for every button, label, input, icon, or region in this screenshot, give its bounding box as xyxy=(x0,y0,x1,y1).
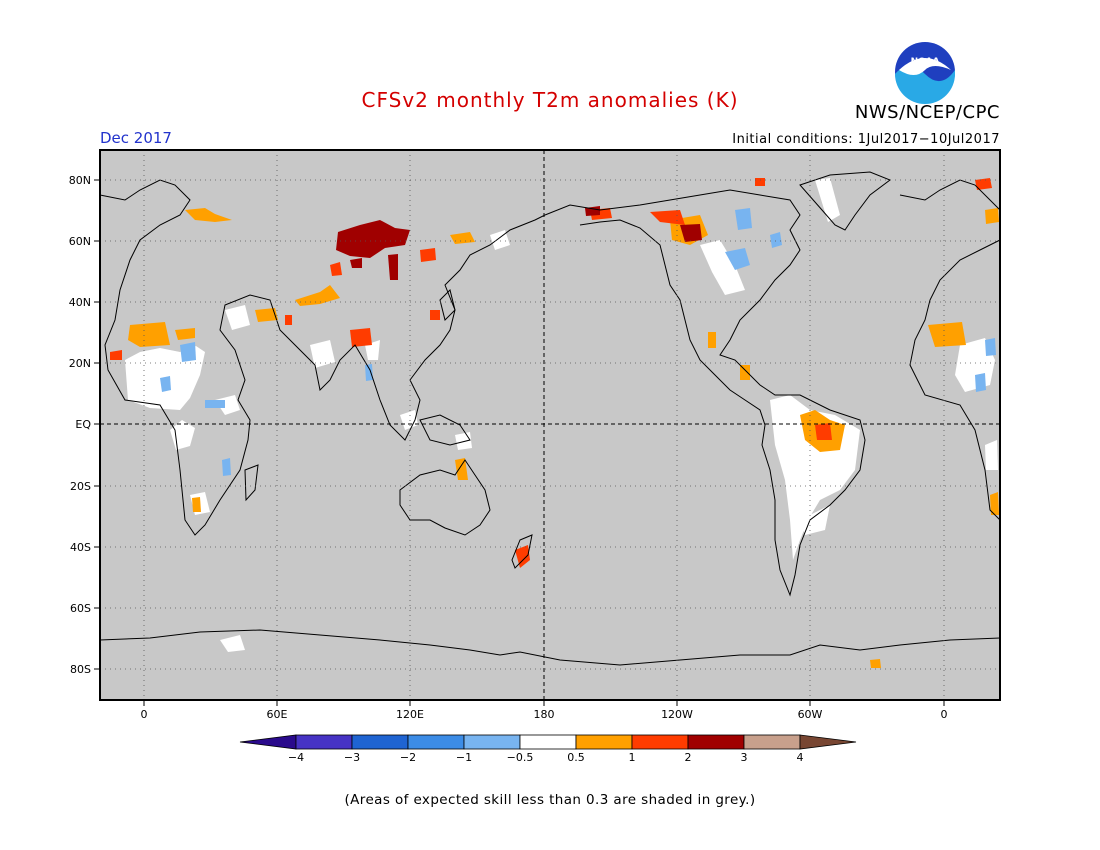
colorbar-segment xyxy=(799,734,857,750)
lon-label: 180 xyxy=(534,708,555,721)
initial-conditions: Initial conditions: 1Jul2017−10Jul2017 xyxy=(732,132,1000,147)
colorbar-segment xyxy=(575,734,633,750)
lat-label: EQ xyxy=(75,418,91,431)
lon-label: 0 xyxy=(941,708,948,721)
lon-label: 60W xyxy=(798,708,823,721)
colorbar-segment xyxy=(295,734,353,750)
map-title: CFSv2 monthly T2m anomalies (K) xyxy=(361,88,739,112)
colorbar-segment xyxy=(743,734,801,750)
anomaly-patches xyxy=(110,178,999,668)
lat-label: 40N xyxy=(69,296,91,309)
colorbar-tick-label: 3 xyxy=(741,751,748,764)
colorbar-tick-label: −4 xyxy=(288,751,304,764)
colorbar: −4 −3 −2 −1 −0.5 0.5 1 2 3 4 xyxy=(239,734,857,764)
coastlines xyxy=(99,171,1001,666)
colorbar-tick-label: −3 xyxy=(344,751,360,764)
skill-footnote: (Areas of expected skill less than 0.3 a… xyxy=(344,792,756,808)
colorbar-tick-label: −1 xyxy=(456,751,472,764)
colorbar-segment xyxy=(463,734,521,750)
colorbar-tick-label: −2 xyxy=(400,751,416,764)
lat-label: 40S xyxy=(70,541,91,554)
valid-month: Dec 2017 xyxy=(100,129,172,147)
map-frame xyxy=(99,149,1001,701)
colorbar-segment xyxy=(239,734,297,750)
lon-label: 0 xyxy=(141,708,148,721)
lat-label: 60N xyxy=(69,235,91,248)
colorbar-tick-label: 2 xyxy=(685,751,692,764)
lon-label: 60E xyxy=(267,708,288,721)
lat-label: 60S xyxy=(70,602,91,615)
colorbar-tick-label: −0.5 xyxy=(507,751,534,764)
lat-label: 80S xyxy=(70,663,91,676)
colorbar-segment xyxy=(631,734,689,750)
colorbar-tick-label: 1 xyxy=(629,751,636,764)
lat-label: 80N xyxy=(69,174,91,187)
noaa-logo-icon: NOAA xyxy=(895,42,955,104)
agency-label: NWS/NCEP/CPC xyxy=(854,102,1000,123)
map-background xyxy=(100,150,1000,700)
lon-label: 120E xyxy=(396,708,424,721)
colorbar-segment xyxy=(407,734,465,750)
latitude-labels: 80N 60N 40N 20N EQ 20S 40S 60S 80S xyxy=(69,174,92,676)
gridlines xyxy=(100,150,1000,700)
logo-text: NOAA xyxy=(911,57,940,67)
longitude-labels: 0 60E 120E 180 120W 60W 0 xyxy=(141,708,948,721)
colorbar-segment xyxy=(351,734,409,750)
colorbar-tick-label: 4 xyxy=(797,751,804,764)
lat-label: 20S xyxy=(70,480,91,493)
colorbar-tick-label: 0.5 xyxy=(567,751,585,764)
lon-label: 120W xyxy=(661,708,693,721)
colorbar-segment xyxy=(519,734,577,750)
lat-label: 20N xyxy=(69,357,91,370)
reference-lines xyxy=(100,150,1000,700)
axis-ticks xyxy=(94,179,945,706)
colorbar-segment xyxy=(687,734,745,750)
